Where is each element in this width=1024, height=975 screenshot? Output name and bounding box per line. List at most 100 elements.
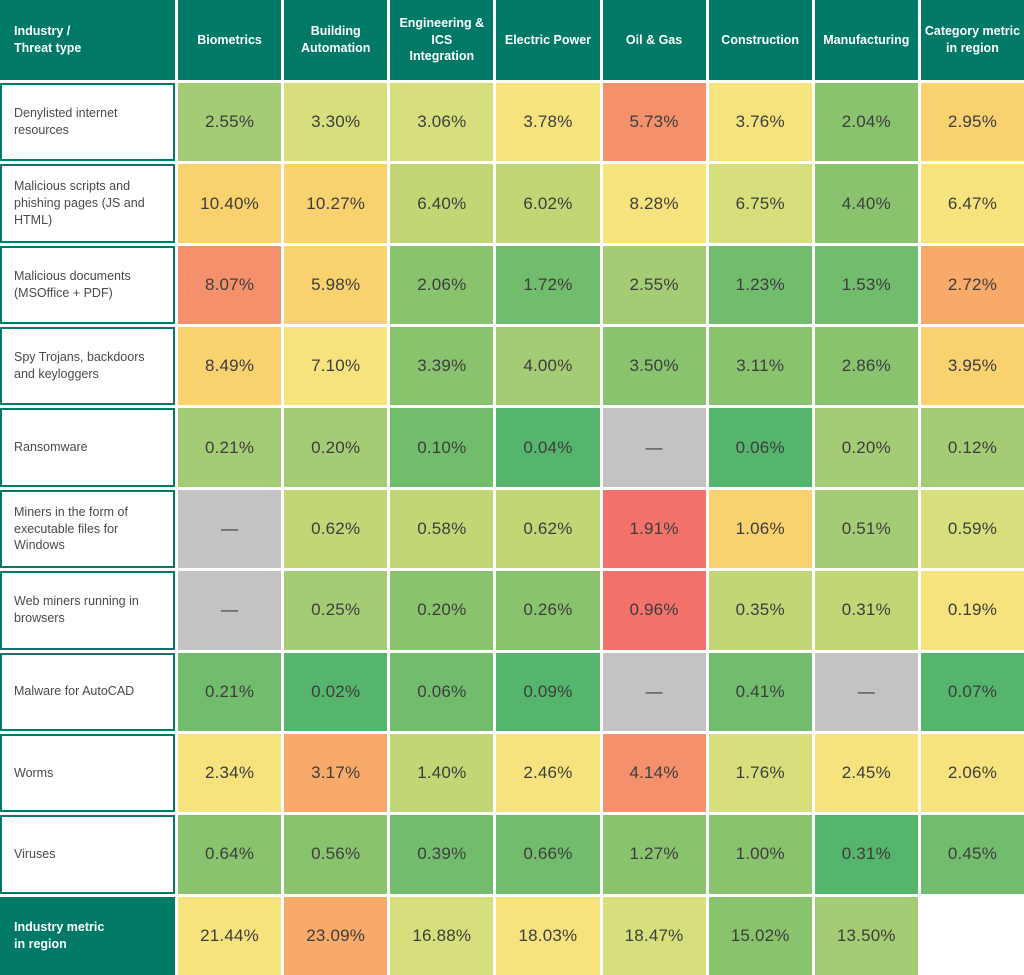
row-label-7: Malware for AutoCAD	[0, 652, 175, 731]
metric-cell: 0.56%	[284, 815, 388, 894]
metric-cell: 1.72%	[496, 245, 600, 325]
metric-cell: 18.47%	[602, 896, 706, 975]
corner-header: Industry / Threat type	[0, 0, 175, 80]
metric-cell: 13.50%	[814, 896, 918, 975]
metric-cell: 2.46%	[496, 733, 600, 813]
metric-cell: 0.21%	[178, 652, 282, 731]
metric-cell: 4.14%	[602, 733, 706, 813]
metric-cell: 2.04%	[814, 83, 918, 162]
metric-cell: 2.06%	[920, 733, 1024, 813]
metric-cell: 2.95%	[920, 83, 1024, 162]
metric-cell: 2.34%	[178, 733, 282, 813]
metric-cell: 16.88%	[390, 896, 494, 975]
metric-cell: 1.76%	[708, 733, 812, 813]
row-label-1: Malicious scripts and phishing pages (JS…	[0, 164, 175, 243]
metric-cell: 15.02%	[708, 896, 812, 975]
metric-cell: 0.31%	[814, 815, 918, 894]
metric-cell: 3.39%	[390, 327, 494, 406]
metric-cell	[920, 896, 1024, 975]
metric-cell: 3.11%	[708, 327, 812, 406]
metric-cell: 2.06%	[390, 245, 494, 325]
column-header-2: Engineering & ICS Integration	[390, 0, 494, 80]
metric-cell: 1.00%	[708, 815, 812, 894]
metric-cell: 4.40%	[814, 164, 918, 243]
metric-cell: 0.25%	[284, 571, 388, 650]
row-label-10: Industry metric in region	[0, 896, 175, 975]
metric-cell: 2.55%	[178, 83, 282, 162]
metric-cell: 0.09%	[496, 652, 600, 731]
metric-cell: 0.39%	[390, 815, 494, 894]
metric-cell: 21.44%	[178, 896, 282, 975]
metric-cell: 0.64%	[178, 815, 282, 894]
metric-cell: 1.27%	[602, 815, 706, 894]
metric-cell: 6.47%	[920, 164, 1024, 243]
column-header-1: Building Automation	[284, 0, 388, 80]
metric-cell: 2.55%	[602, 245, 706, 325]
metric-cell: 0.31%	[814, 571, 918, 650]
metric-cell: 3.76%	[708, 83, 812, 162]
metric-cell: 0.02%	[284, 652, 388, 731]
row-label-4: Ransomware	[0, 408, 175, 487]
metric-cell: 1.23%	[708, 245, 812, 325]
metric-cell: 0.20%	[284, 408, 388, 487]
metric-cell: —	[602, 652, 706, 731]
metric-cell: 0.20%	[814, 408, 918, 487]
metric-cell: 0.06%	[708, 408, 812, 487]
metric-cell: 6.40%	[390, 164, 494, 243]
metric-cell: 0.06%	[390, 652, 494, 731]
metric-cell: 0.62%	[284, 489, 388, 569]
metric-cell: 6.75%	[708, 164, 812, 243]
metric-cell: 1.40%	[390, 733, 494, 813]
metric-cell: —	[178, 489, 282, 569]
metric-cell: 0.59%	[920, 489, 1024, 569]
metric-cell: 0.07%	[920, 652, 1024, 731]
metric-cell: 0.19%	[920, 571, 1024, 650]
column-header-0: Biometrics	[178, 0, 282, 80]
metric-cell: 0.51%	[814, 489, 918, 569]
metric-cell: —	[602, 408, 706, 487]
metric-cell: 8.07%	[178, 245, 282, 325]
row-label-9: Viruses	[0, 815, 175, 894]
metric-cell: 10.27%	[284, 164, 388, 243]
metric-cell: 4.00%	[496, 327, 600, 406]
metric-cell: 8.49%	[178, 327, 282, 406]
metric-cell: 0.66%	[496, 815, 600, 894]
metric-cell: 2.72%	[920, 245, 1024, 325]
row-label-5: Miners in the form of executable files f…	[0, 489, 175, 569]
metric-cell: 3.06%	[390, 83, 494, 162]
column-header-7: Category metric in region	[920, 0, 1024, 80]
metric-cell: 1.06%	[708, 489, 812, 569]
metric-cell: 0.62%	[496, 489, 600, 569]
metric-cell: 1.91%	[602, 489, 706, 569]
metric-cell: —	[814, 652, 918, 731]
column-header-4: Oil & Gas	[602, 0, 706, 80]
metric-cell: 3.17%	[284, 733, 388, 813]
metric-cell: 6.02%	[496, 164, 600, 243]
metric-cell: 0.04%	[496, 408, 600, 487]
metric-cell: 8.28%	[602, 164, 706, 243]
metric-cell: 0.41%	[708, 652, 812, 731]
metric-cell: 0.35%	[708, 571, 812, 650]
metric-cell: —	[178, 571, 282, 650]
metric-cell: 0.21%	[178, 408, 282, 487]
metric-cell: 5.98%	[284, 245, 388, 325]
metric-cell: 3.78%	[496, 83, 600, 162]
metric-cell: 3.30%	[284, 83, 388, 162]
metric-cell: 0.10%	[390, 408, 494, 487]
metric-cell: 10.40%	[178, 164, 282, 243]
row-label-0: Denylisted internet resources	[0, 83, 175, 162]
column-header-6: Manufacturing	[814, 0, 918, 80]
metric-cell: 0.26%	[496, 571, 600, 650]
metric-cell: 23.09%	[284, 896, 388, 975]
metric-cell: 0.96%	[602, 571, 706, 650]
metric-cell: 5.73%	[602, 83, 706, 162]
metric-cell: 0.20%	[390, 571, 494, 650]
column-header-5: Construction	[708, 0, 812, 80]
metric-cell: 2.45%	[814, 733, 918, 813]
row-label-2: Malicious documents (MSOffice + PDF)	[0, 245, 175, 325]
metric-cell: 1.53%	[814, 245, 918, 325]
row-label-8: Worms	[0, 733, 175, 813]
metric-cell: 3.50%	[602, 327, 706, 406]
metric-cell: 0.12%	[920, 408, 1024, 487]
